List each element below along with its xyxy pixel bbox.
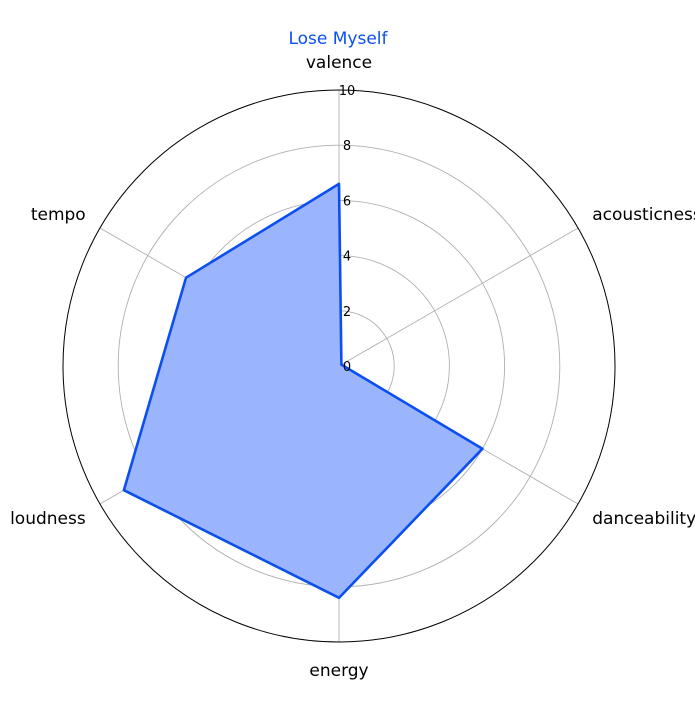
label-layer: 0 2 4 6 8 10 valence acousticness danceability en… [10, 53, 695, 681]
r-tick-label: 8 [343, 139, 351, 154]
r-tick-label: 4 [343, 250, 351, 265]
axis-label-loudness: loudness [10, 509, 86, 529]
chart-title: Lose Myself [288, 29, 388, 49]
r-tick-label: 0 [343, 360, 351, 375]
axis-label-danceability: danceability [592, 509, 695, 529]
series-area [123, 183, 483, 598]
outer-frame [62, 89, 616, 643]
series-layer [122, 182, 484, 600]
axis-label-valence: valence [306, 53, 372, 73]
axis-label-tempo: tempo [31, 205, 86, 225]
r-tick-label: 2 [343, 305, 351, 320]
r-tick-label: 10 [339, 84, 356, 99]
r-tick-label: 6 [343, 194, 351, 209]
spoke-acousticness [338, 227, 579, 367]
axis-label-acousticness: acousticness [592, 205, 695, 225]
axis-label-energy: energy [309, 661, 368, 681]
